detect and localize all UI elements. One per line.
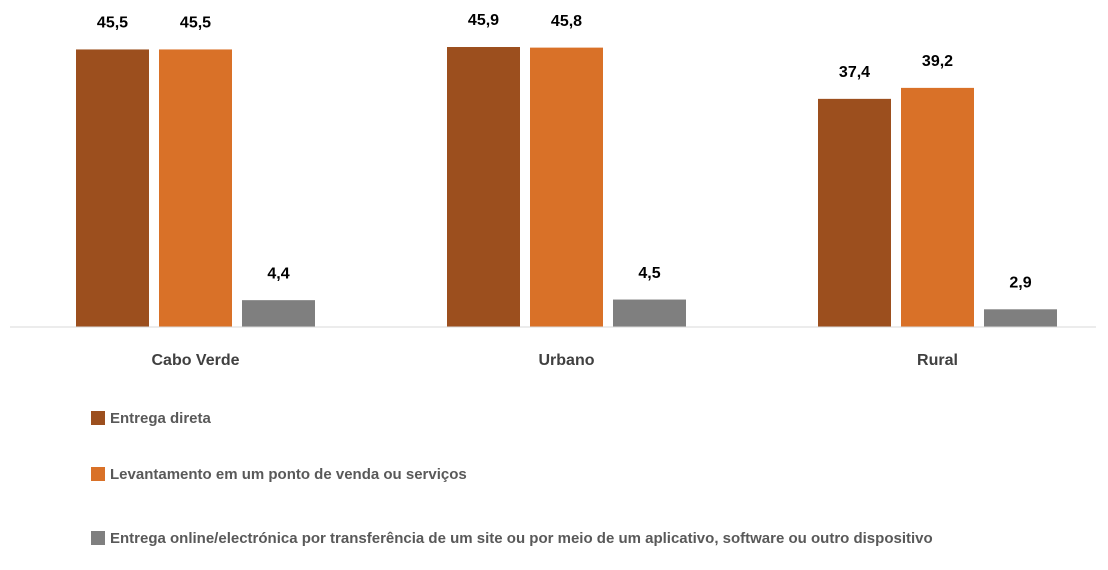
- legend-item: Entrega online/electrónica por transferê…: [91, 528, 991, 549]
- legend-label: Entrega direta: [110, 410, 211, 427]
- bar: [447, 47, 520, 327]
- bar: [613, 299, 686, 327]
- bar: [159, 49, 232, 327]
- chart: Cabo Verde 45,5 45,5 4,4 Urbano 45,9 45,8 4,5 Ru…: [10, 12, 1096, 369]
- data-label: 4,4: [267, 265, 289, 282]
- data-label: 4,5: [638, 265, 660, 282]
- data-label: 37,4: [839, 64, 870, 81]
- bar: [242, 300, 315, 327]
- data-label: 2,9: [1009, 275, 1031, 292]
- bar: [984, 309, 1057, 327]
- bar: [818, 98, 891, 327]
- bar: [76, 49, 149, 327]
- legend-swatch: [91, 411, 105, 425]
- data-label: 45,8: [551, 13, 582, 30]
- bar: [530, 47, 603, 328]
- legend-swatch: [91, 531, 105, 545]
- legend-label: Levantamento em um ponto de venda ou ser…: [110, 466, 467, 483]
- x-tick-label: Cabo Verde: [151, 352, 239, 369]
- legend-label: Entrega online/electrónica por transferê…: [110, 530, 933, 547]
- legend-item: Entrega direta: [91, 408, 991, 429]
- data-label: 45,5: [180, 15, 211, 32]
- legend-swatch: [91, 467, 105, 481]
- x-tick-label: Rural: [917, 352, 958, 369]
- data-label: 39,2: [922, 53, 953, 70]
- legend-item: Levantamento em um ponto de venda ou ser…: [91, 464, 991, 485]
- data-label: 45,9: [468, 12, 499, 29]
- data-label: 45,5: [97, 15, 128, 32]
- x-tick-label: Urbano: [539, 352, 595, 369]
- bar: [901, 87, 974, 327]
